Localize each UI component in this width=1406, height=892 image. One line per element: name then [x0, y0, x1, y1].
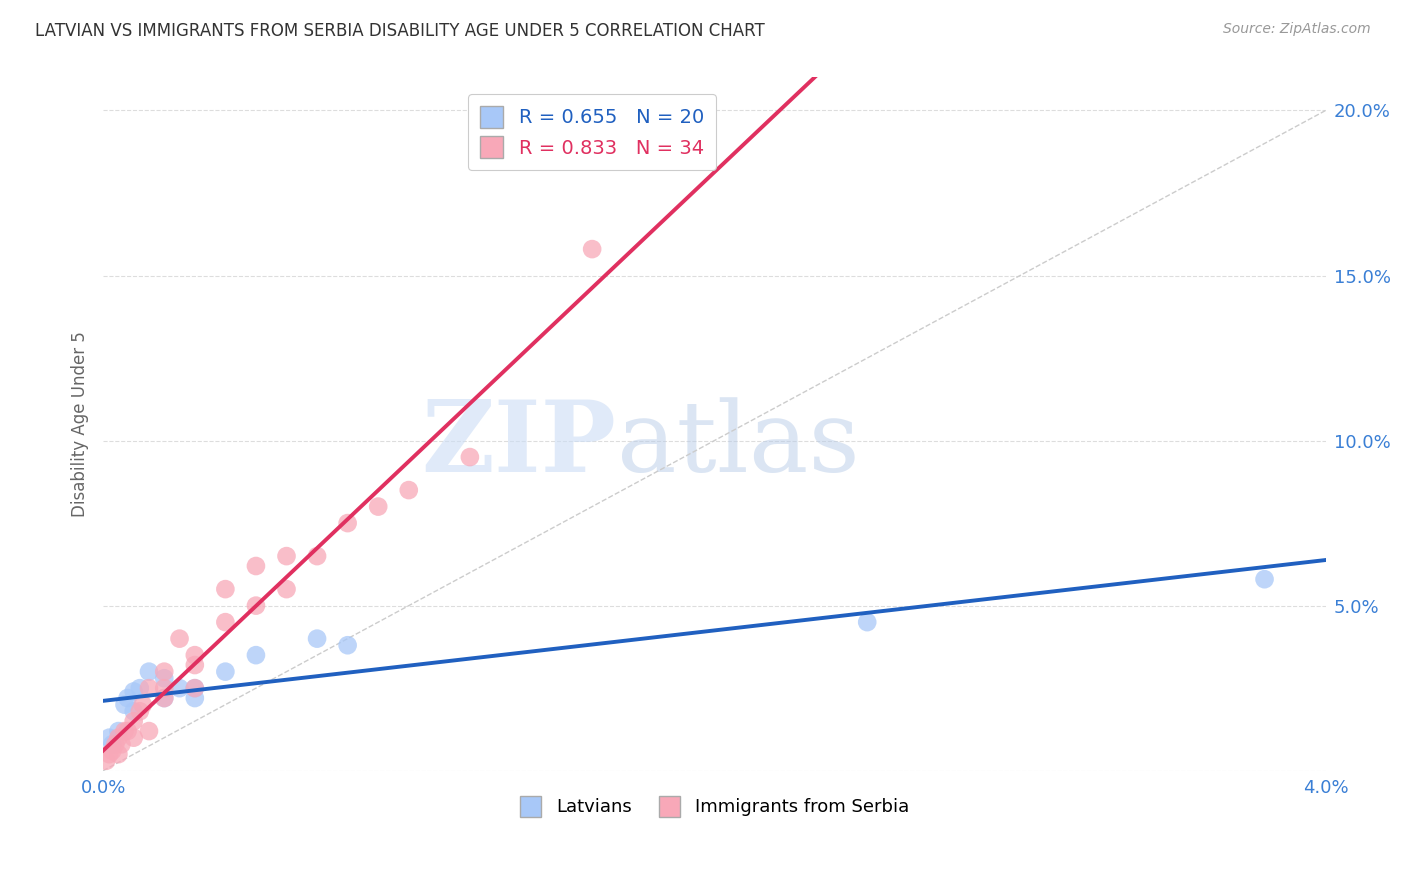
- Point: [98, 747, 121, 762]
- Point: [153, 691, 176, 706]
- Point: [128, 704, 150, 718]
- Point: [101, 737, 124, 751]
- Point: [153, 681, 176, 695]
- Point: [128, 681, 150, 695]
- Point: [1253, 572, 1275, 586]
- Point: [169, 632, 191, 646]
- Point: [114, 724, 136, 739]
- Y-axis label: Disability Age Under 5: Disability Age Under 5: [72, 331, 89, 517]
- Point: [856, 615, 879, 629]
- Point: [153, 671, 176, 685]
- Point: [138, 665, 160, 679]
- Point: [245, 559, 267, 574]
- Point: [138, 724, 160, 739]
- Point: [245, 648, 267, 662]
- Point: [107, 724, 129, 739]
- Point: [214, 665, 236, 679]
- Point: [184, 681, 207, 695]
- Point: [114, 698, 136, 712]
- Point: [101, 744, 124, 758]
- Point: [214, 582, 236, 596]
- Point: [107, 747, 129, 762]
- Point: [184, 658, 207, 673]
- Point: [214, 615, 236, 629]
- Point: [117, 691, 139, 706]
- Point: [307, 632, 329, 646]
- Point: [122, 704, 145, 718]
- Point: [336, 638, 359, 652]
- Point: [104, 737, 127, 751]
- Point: [367, 500, 389, 514]
- Point: [153, 665, 176, 679]
- Point: [184, 648, 207, 662]
- Point: [336, 516, 359, 530]
- Text: atlas: atlas: [617, 397, 859, 492]
- Point: [110, 737, 132, 751]
- Point: [122, 714, 145, 728]
- Point: [98, 731, 121, 745]
- Point: [307, 549, 329, 563]
- Point: [184, 681, 207, 695]
- Point: [276, 582, 298, 596]
- Text: Source: ZipAtlas.com: Source: ZipAtlas.com: [1223, 22, 1371, 37]
- Point: [458, 450, 481, 464]
- Point: [398, 483, 420, 497]
- Point: [581, 242, 603, 256]
- Point: [122, 731, 145, 745]
- Point: [276, 549, 298, 563]
- Point: [117, 724, 139, 739]
- Point: [96, 754, 118, 768]
- Point: [138, 681, 160, 695]
- Point: [184, 691, 207, 706]
- Point: [107, 731, 129, 745]
- Point: [153, 691, 176, 706]
- Text: ZIP: ZIP: [422, 396, 617, 493]
- Legend: Latvians, Immigrants from Serbia: Latvians, Immigrants from Serbia: [513, 789, 917, 824]
- Point: [169, 681, 191, 695]
- Point: [132, 698, 155, 712]
- Point: [122, 684, 145, 698]
- Point: [245, 599, 267, 613]
- Text: LATVIAN VS IMMIGRANTS FROM SERBIA DISABILITY AGE UNDER 5 CORRELATION CHART: LATVIAN VS IMMIGRANTS FROM SERBIA DISABI…: [35, 22, 765, 40]
